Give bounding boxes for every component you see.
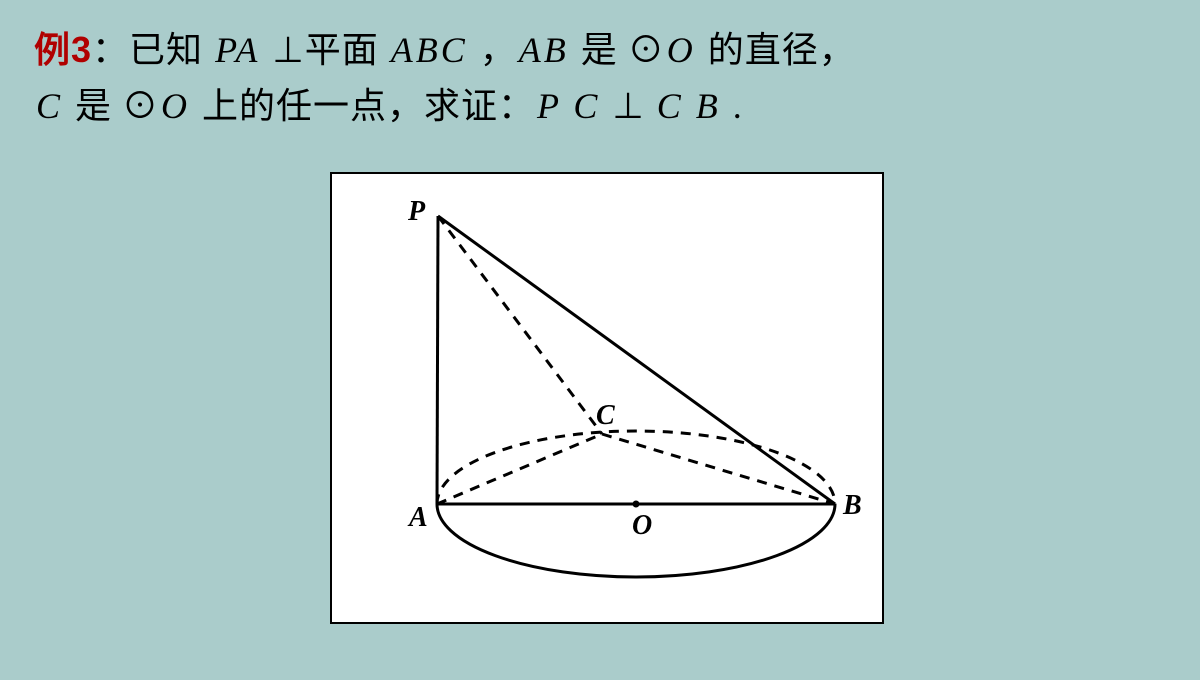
seg5: 的直径， [698, 30, 856, 70]
perp: ⊥ [602, 86, 654, 126]
geometry-diagram: P A B C O [332, 174, 882, 622]
seg6: 是 ⊙ [65, 86, 159, 126]
edge-CB [602, 434, 835, 504]
ellipse-back [437, 431, 835, 504]
label-B: B [842, 490, 862, 521]
figure-box: P A B C O [330, 172, 884, 624]
label-O: O [632, 510, 652, 541]
seg2: ⊥平面 [262, 30, 388, 70]
problem-text: 例3：已知 PA ⊥平面 ABC ，AB 是 ⊙O 的直径， C 是 ⊙O 上的… [34, 22, 1166, 135]
seg1: 已知 [129, 30, 213, 70]
seg7: 上的任一点，求证： [192, 86, 535, 126]
mi-CB: C B [655, 86, 723, 126]
edge-PC [438, 216, 602, 434]
label-P: P [407, 196, 426, 227]
seg3: ， [470, 30, 517, 70]
colon: ： [92, 30, 129, 70]
period: . [723, 86, 743, 126]
label-C: C [596, 400, 615, 431]
slide: 例3：已知 PA ⊥平面 ABC ，AB 是 ⊙O 的直径， C 是 ⊙O 上的… [0, 0, 1200, 680]
example-number: 例3 [34, 29, 92, 70]
label-A: A [407, 502, 428, 533]
edge-PB [438, 216, 835, 504]
mi-C: C [34, 86, 65, 126]
edge-PA [437, 216, 438, 504]
mi-AB: AB [517, 30, 571, 70]
seg4: 是 ⊙ [571, 30, 665, 70]
mi-O1: O [665, 30, 698, 70]
mi-ABC: ABC [389, 30, 470, 70]
mi-O2: O [159, 86, 192, 126]
point-O [633, 501, 640, 508]
mi-PA: PA [213, 30, 262, 70]
mi-PC: P C [535, 86, 602, 126]
